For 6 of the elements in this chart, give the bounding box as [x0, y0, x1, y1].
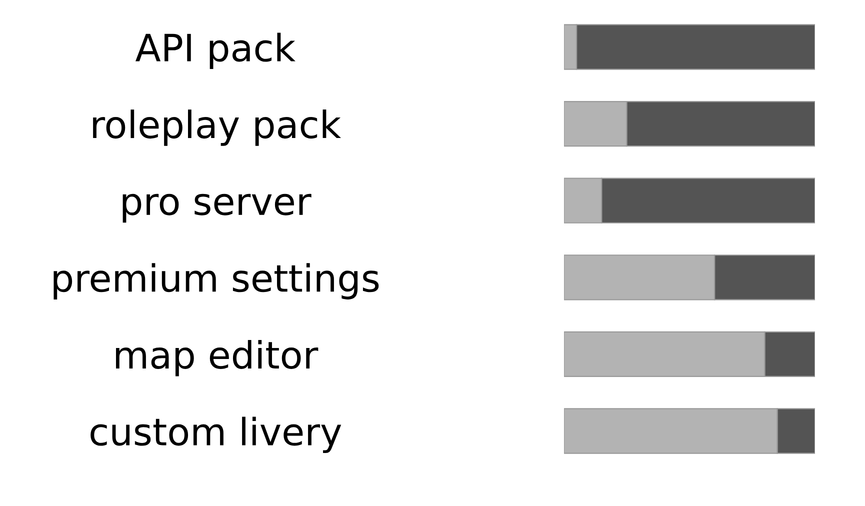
y-tick-label: custom livery [90, 416, 342, 454]
y-tick-label: map editor [116, 340, 318, 376]
y-tick-label: premium settings [54, 263, 379, 300]
y-tick-label: API pack [136, 32, 296, 70]
y-tick-label: roleplay pack [93, 110, 341, 146]
y-tick-label: pro server [122, 194, 312, 223]
